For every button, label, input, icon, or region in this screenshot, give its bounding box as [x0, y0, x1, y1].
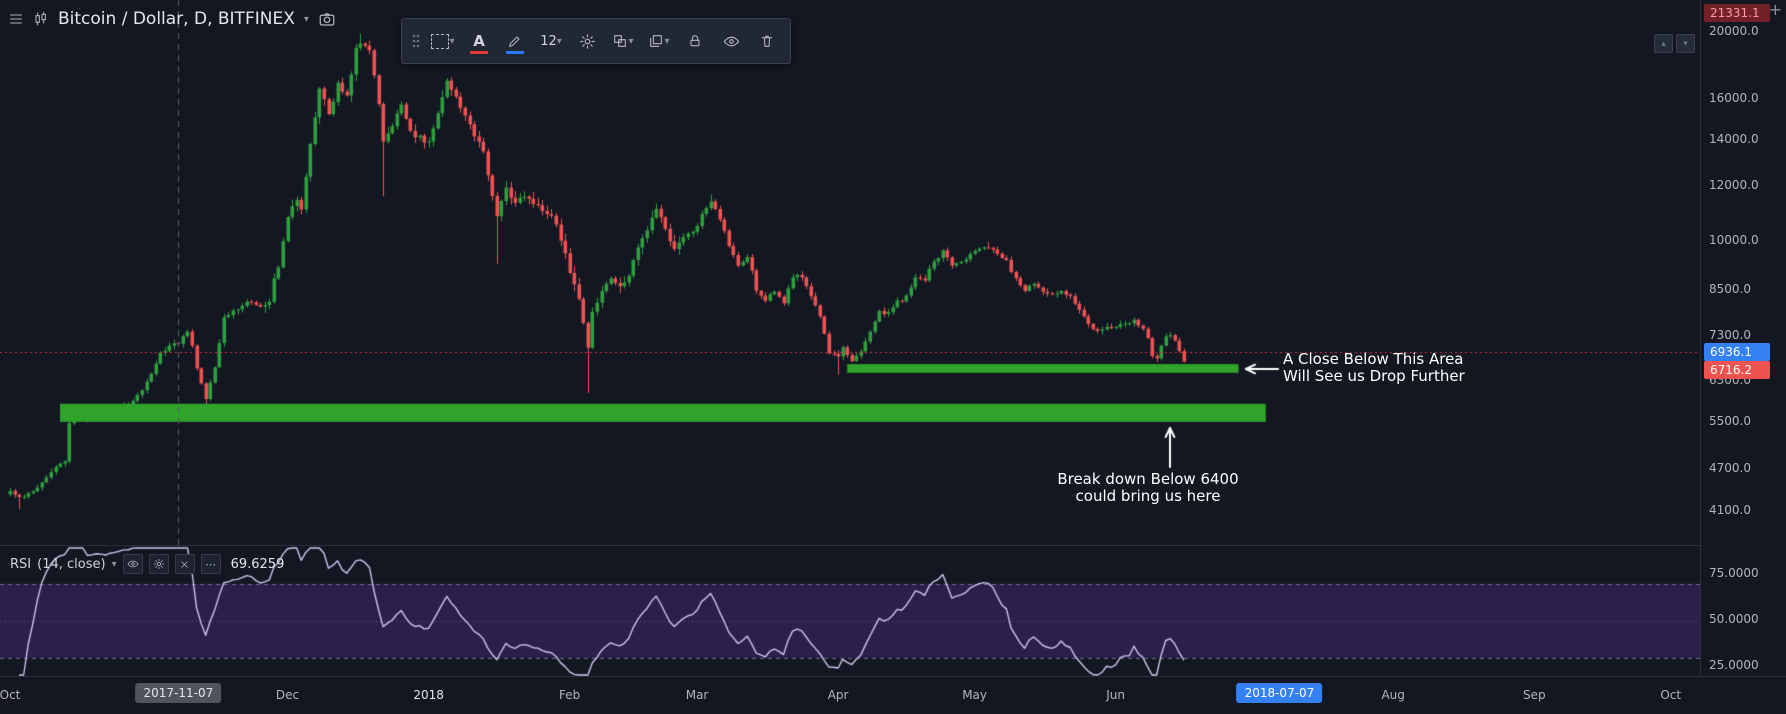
annotation-text: could bring us here: [1075, 487, 1221, 505]
price-tick: 12000.0: [1709, 178, 1759, 193]
price-tick: 10000.0: [1709, 233, 1759, 248]
chevron-down-icon: ▾: [449, 35, 455, 47]
price-axis[interactable]: + 21331.1 6936.1 6716.2 20000.0 16000.0 14…: [1700, 0, 1786, 676]
price-tick: 16000.0: [1709, 91, 1759, 106]
pane-down-button[interactable]: ▾: [1676, 34, 1695, 53]
annotation-text: A Close Below This Area: [1283, 350, 1464, 368]
rsi-legend: RSI (14, close) ▾ ⋯ 69.6259: [10, 554, 284, 574]
rsi-pane-canvas[interactable]: [0, 545, 1700, 677]
time-tick: Oct: [0, 688, 21, 702]
time-tick: Feb: [559, 688, 581, 702]
eye-icon: [723, 33, 740, 50]
price-badge-last: 6716.2: [1704, 360, 1770, 379]
rsi-params: (14, close): [37, 556, 106, 572]
marker-color-swatch: [506, 51, 524, 54]
time-date-badge: 2017-11-07: [135, 683, 222, 703]
time-tick: Sep: [1522, 688, 1546, 702]
time-tick: Apr: [827, 688, 849, 702]
plus-button[interactable]: +: [1768, 0, 1782, 19]
marker-pen-icon: [507, 33, 523, 49]
time-axis[interactable]: 2017-11-07 2018-07-07 Oct Dec 2018 Feb Mar Ap…: [0, 676, 1786, 714]
price-tick: 14000.0: [1709, 131, 1759, 146]
price-badge-high: 21331.1: [1704, 3, 1770, 22]
chevron-down-icon: ▾: [556, 35, 562, 47]
time-tick: 2018: [413, 688, 444, 702]
marker-color-button[interactable]: [498, 24, 532, 58]
time-tick: Aug: [1381, 688, 1405, 702]
text-color-swatch: [470, 51, 488, 54]
chevron-down-icon: ▾: [664, 35, 670, 47]
chevron-down-icon: ▾: [628, 35, 634, 47]
annotation-close-below-area[interactable]: A Close Below This Area Will See us Drop…: [1283, 351, 1465, 385]
price-tick: 8500.0: [1709, 282, 1751, 297]
visibility-button[interactable]: [714, 24, 748, 58]
selection-style-button[interactable]: ▾: [426, 24, 460, 58]
time-tick: Jun: [1106, 688, 1126, 702]
main-chart-canvas[interactable]: [0, 0, 1700, 545]
time-tick: Oct: [1660, 688, 1682, 702]
delete-button[interactable]: [750, 24, 784, 58]
price-tick: 7300.0: [1709, 328, 1751, 343]
symbol-header: Bitcoin / Dollar, D, BITFINEX ▾: [8, 9, 336, 29]
trash-icon: [759, 33, 775, 49]
settings-button[interactable]: [570, 24, 604, 58]
pane-up-button[interactable]: ▴: [1654, 34, 1673, 53]
time-tick: Dec: [275, 688, 300, 702]
rsi-tick: 75.0000: [1709, 565, 1759, 580]
copy-icon: [648, 33, 664, 49]
layers-icon: [612, 33, 628, 49]
rsi-value: 69.6259: [230, 556, 285, 572]
menu-icon[interactable]: [8, 11, 24, 27]
chevron-down-icon[interactable]: ▾: [111, 558, 117, 570]
font-size-value: 12: [540, 33, 557, 49]
clone-button[interactable]: ▾: [642, 24, 676, 58]
font-size-dropdown[interactable]: 12 ▾: [534, 24, 568, 58]
price-tick: 5500.0: [1709, 413, 1751, 428]
lock-button[interactable]: [678, 24, 712, 58]
time-tick: May: [962, 688, 987, 702]
price-tick: 4700.0: [1709, 461, 1751, 476]
time-date-badge: 2018-07-07: [1236, 683, 1323, 703]
rsi-visibility-button[interactable]: [122, 554, 143, 574]
annotation-breakdown-6400[interactable]: Break down Below 6400 could bring us her…: [1040, 471, 1256, 505]
time-tick: Mar: [685, 688, 709, 702]
text-tool-icon: A: [473, 32, 485, 50]
annotation-text: Will See us Drop Further: [1283, 367, 1465, 385]
rsi-delete-button[interactable]: [174, 554, 195, 574]
lock-icon: [687, 33, 703, 49]
price-tick: 4100.0: [1709, 502, 1751, 517]
rsi-title[interactable]: RSI: [10, 556, 32, 572]
price-tick: 20000.0: [1709, 24, 1759, 38]
order-layers-button[interactable]: ▾: [606, 24, 640, 58]
chevron-down-icon[interactable]: ▾: [303, 13, 309, 25]
toolbar-drag-handle[interactable]: [408, 24, 424, 58]
rsi-more-button[interactable]: ⋯: [200, 554, 221, 574]
chart-style-icon[interactable]: [33, 11, 49, 27]
rsi-settings-button[interactable]: [148, 554, 169, 574]
rsi-tick: 50.0000: [1709, 612, 1759, 626]
camera-icon[interactable]: [318, 10, 336, 28]
drawing-toolbar: ▾ A 12 ▾ ▾: [401, 18, 791, 64]
selection-icon: [431, 33, 450, 49]
gear-icon: [579, 33, 596, 50]
annotation-text: Break down Below 6400: [1057, 470, 1239, 488]
rsi-tick: 25.0000: [1709, 658, 1759, 673]
symbol-title[interactable]: Bitcoin / Dollar, D, BITFINEX: [58, 9, 295, 29]
price-badge-current: 6936.1: [1704, 342, 1770, 361]
text-color-button[interactable]: A: [462, 24, 496, 58]
